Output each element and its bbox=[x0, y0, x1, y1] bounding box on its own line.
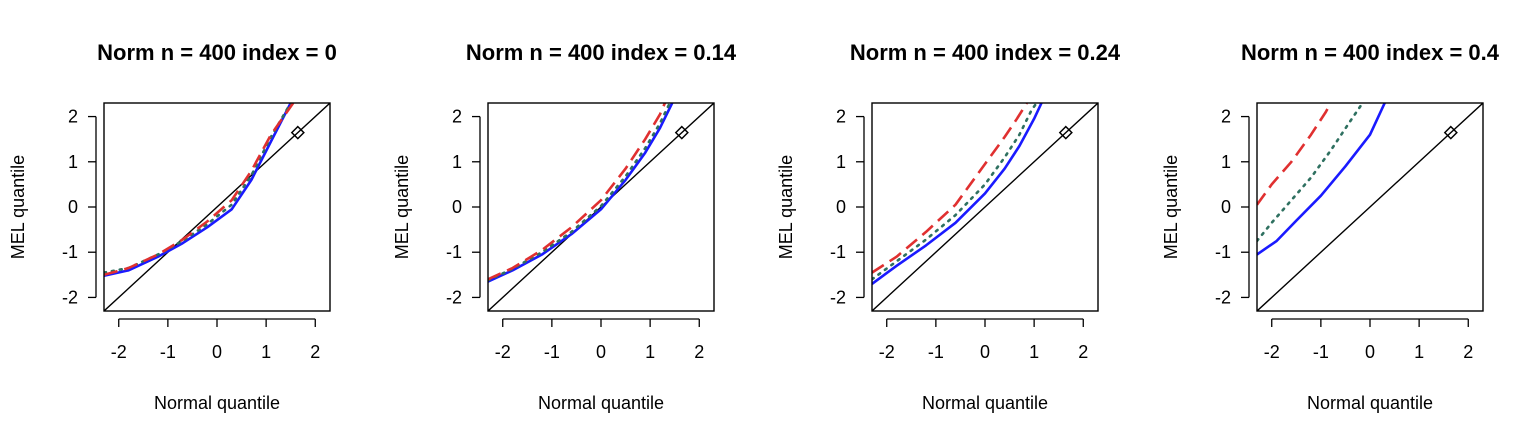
x-tick-label: 1 bbox=[1029, 342, 1039, 362]
y-axis: 2 1 0 -1 -2 bbox=[446, 107, 481, 307]
reference-line bbox=[104, 103, 330, 311]
x-axis-label: Normal quantile bbox=[1307, 393, 1433, 413]
chart-panel-2: Norm n = 400 index = 0.14 -2 -1 0 1 2 2 1 0 -1 -2 N… bbox=[392, 40, 737, 413]
plot-frame bbox=[1256, 102, 1484, 312]
x-tick-label: -1 bbox=[160, 342, 176, 362]
x-tick-label: 0 bbox=[596, 342, 606, 362]
y-tick-label: -2 bbox=[830, 287, 846, 307]
x-tick-label: -1 bbox=[544, 342, 560, 362]
series-dotted-line bbox=[488, 103, 672, 282]
x-tick-label: -1 bbox=[1313, 342, 1329, 362]
y-axis-label: MEL quantile bbox=[8, 155, 28, 259]
series-solid-line bbox=[488, 103, 674, 283]
x-tick-label: 0 bbox=[1365, 342, 1375, 362]
x-tick-label: -2 bbox=[1264, 342, 1280, 362]
y-axis: 2 1 0 -1 -2 bbox=[62, 107, 97, 307]
y-tick-label: -1 bbox=[1215, 242, 1231, 262]
diamond-marker bbox=[1443, 125, 1458, 140]
y-tick-label: 0 bbox=[1221, 197, 1231, 217]
y-tick-label: 2 bbox=[68, 107, 78, 127]
x-tick-label: 2 bbox=[310, 342, 320, 362]
reference-line bbox=[1257, 103, 1483, 311]
y-tick-label: -1 bbox=[830, 242, 846, 262]
plot-frame bbox=[871, 102, 1099, 312]
series-dotted-line bbox=[1257, 103, 1364, 243]
series-dotted-line bbox=[104, 103, 293, 274]
x-tick-label: 1 bbox=[645, 342, 655, 362]
y-tick-label: 1 bbox=[836, 152, 846, 172]
reference-line bbox=[872, 103, 1098, 311]
x-tick-label: -2 bbox=[111, 342, 127, 362]
chart-panel-1: Norm n = 400 index = 0 -2 -1 0 1 2 2 1 0 -1 -2 Norm… bbox=[8, 40, 337, 413]
x-tick-label: -2 bbox=[495, 342, 511, 362]
plot-frame bbox=[103, 102, 331, 312]
chart-title: Norm n = 400 index = 0.14 bbox=[466, 40, 737, 65]
y-tick-label: 1 bbox=[452, 152, 462, 172]
x-tick-label: 2 bbox=[1463, 342, 1473, 362]
chart-title: Norm n = 400 index = 0 bbox=[97, 40, 337, 65]
x-tick-label: -2 bbox=[879, 342, 895, 362]
x-axis-label: Normal quantile bbox=[154, 393, 280, 413]
x-axis: -2 -1 0 1 2 bbox=[1264, 318, 1473, 362]
y-axis-label: MEL quantile bbox=[1161, 155, 1181, 259]
y-axis: 2 1 0 -1 -2 bbox=[1215, 107, 1250, 307]
series-dashed-line bbox=[104, 103, 295, 277]
series-dashed-line bbox=[488, 103, 667, 281]
diamond-marker bbox=[674, 125, 689, 140]
y-axis-label: MEL quantile bbox=[392, 155, 412, 259]
series-dotted-line bbox=[872, 103, 1038, 281]
series-solid-line bbox=[104, 103, 292, 277]
x-axis: -2 -1 0 1 2 bbox=[111, 318, 320, 362]
x-axis: -2 -1 0 1 2 bbox=[495, 318, 704, 362]
x-tick-label: 2 bbox=[694, 342, 704, 362]
y-tick-label: 2 bbox=[1221, 107, 1231, 127]
y-tick-label: 0 bbox=[836, 197, 846, 217]
x-tick-label: 0 bbox=[212, 342, 222, 362]
series-solid-line bbox=[872, 103, 1043, 285]
plot-frame bbox=[487, 102, 715, 312]
y-tick-label: 1 bbox=[1221, 152, 1231, 172]
y-tick-label: 0 bbox=[68, 197, 78, 217]
x-axis: -2 -1 0 1 2 bbox=[879, 318, 1088, 362]
x-tick-label: 1 bbox=[1414, 342, 1424, 362]
diamond-marker bbox=[290, 125, 305, 140]
x-tick-label: 1 bbox=[261, 342, 271, 362]
y-tick-label: -1 bbox=[446, 242, 462, 262]
y-tick-label: 0 bbox=[452, 197, 462, 217]
y-tick-label: -2 bbox=[446, 287, 462, 307]
y-tick-label: 2 bbox=[836, 107, 846, 127]
y-tick-label: 2 bbox=[452, 107, 462, 127]
y-axis-label: MEL quantile bbox=[776, 155, 796, 259]
chart-panel-3: Norm n = 400 index = 0.24 -2 -1 0 1 2 2 1 0 -1 -2 N… bbox=[776, 40, 1121, 413]
x-tick-label: 2 bbox=[1078, 342, 1088, 362]
x-axis-label: Normal quantile bbox=[922, 393, 1048, 413]
x-axis-label: Normal quantile bbox=[538, 393, 664, 413]
chart-title: Norm n = 400 index = 0.4 bbox=[1241, 40, 1500, 65]
x-tick-label: 0 bbox=[980, 342, 990, 362]
y-tick-label: -2 bbox=[62, 287, 78, 307]
series-dashed-line bbox=[1257, 103, 1332, 206]
series-dashed-line bbox=[872, 103, 1028, 274]
chart-title: Norm n = 400 index = 0.24 bbox=[850, 40, 1121, 65]
series-solid-line bbox=[1257, 103, 1386, 256]
y-tick-label: -1 bbox=[62, 242, 78, 262]
y-tick-label: -2 bbox=[1215, 287, 1231, 307]
y-axis: 2 1 0 -1 -2 bbox=[830, 107, 865, 307]
diamond-marker bbox=[1058, 125, 1073, 140]
y-tick-label: 1 bbox=[68, 152, 78, 172]
chart-panel-4: Norm n = 400 index = 0.4 -2 -1 0 1 2 2 1 0 -1 -2 No… bbox=[1161, 40, 1500, 413]
x-tick-label: -1 bbox=[928, 342, 944, 362]
